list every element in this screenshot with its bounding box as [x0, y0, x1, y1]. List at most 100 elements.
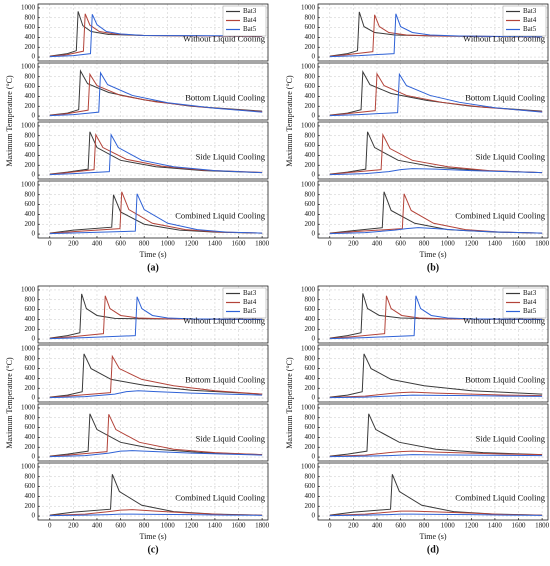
- line: [329, 513, 543, 517]
- y-tick-label: 800: [305, 354, 316, 362]
- x-tick-label: 1400: [208, 522, 223, 530]
- y-tick-label: 600: [305, 423, 316, 431]
- y-tick-label: 400: [305, 151, 316, 159]
- annotation: Combined Liquid Cooling: [455, 210, 545, 220]
- panel-label: (b): [427, 262, 439, 273]
- line: [49, 295, 263, 339]
- x-tick-label: 800: [139, 240, 150, 248]
- y-tick-label: 200: [25, 161, 36, 169]
- y-tick-label: 0: [32, 171, 36, 179]
- y-tick-label: 600: [305, 364, 316, 372]
- x-tick-label: 600: [395, 240, 406, 248]
- line: [329, 14, 543, 57]
- legend-label: Bat4: [243, 298, 257, 306]
- y-tick-label: 200: [305, 102, 316, 110]
- y-tick-label: 400: [25, 210, 36, 218]
- line: [49, 509, 263, 516]
- legend-label: Bat5: [243, 25, 257, 33]
- panel-label: (a): [147, 262, 159, 273]
- x-tick-label: 1400: [208, 240, 223, 248]
- plot-lines: [49, 69, 263, 117]
- legend-label: Bat5: [243, 307, 257, 315]
- line: [329, 454, 543, 458]
- subplot-frame: [317, 121, 549, 180]
- annotation: Without Liquid Cooling: [183, 315, 266, 325]
- x-tick-label: 1000: [441, 240, 456, 248]
- y-tick-label: 800: [25, 190, 36, 198]
- line: [329, 132, 543, 175]
- legend-label: Bat4: [523, 16, 537, 24]
- x-tick-label: 600: [395, 522, 406, 530]
- annotation: Bottom Liquid Cooling: [185, 374, 266, 384]
- y-tick-label: 400: [305, 433, 316, 441]
- subplot-frame: [37, 462, 269, 521]
- y-tick-label: 200: [305, 443, 316, 451]
- x-axis-label: Time (s): [419, 532, 446, 541]
- y-axis-label: Maximum Temperature (°C): [5, 75, 14, 167]
- line: [329, 168, 543, 176]
- line: [329, 13, 543, 58]
- y-tick-label: 600: [25, 82, 36, 90]
- y-tick-label: 800: [25, 413, 36, 421]
- x-tick-label: 200: [68, 522, 79, 530]
- subplot-frame: [317, 3, 549, 62]
- y-tick-label: 200: [25, 102, 36, 110]
- y-tick-label: 0: [312, 335, 316, 343]
- y-tick-label: 200: [25, 384, 36, 392]
- line: [329, 295, 543, 339]
- x-tick-label: 1000: [441, 522, 456, 530]
- y-tick-label: 0: [32, 394, 36, 402]
- line: [329, 72, 543, 117]
- y-tick-label: 400: [305, 33, 316, 41]
- y-tick-label: 400: [305, 315, 316, 323]
- subplot-frame: [37, 285, 269, 344]
- y-tick-label: 1000: [301, 63, 316, 71]
- x-tick-label: 1000: [161, 522, 176, 530]
- y-tick-label: 200: [305, 161, 316, 169]
- y-tick-label: 400: [305, 92, 316, 100]
- annotation: Without Liquid Cooling: [463, 33, 546, 43]
- y-tick-label: 0: [32, 512, 36, 520]
- x-tick-label: 1200: [184, 240, 199, 248]
- x-tick-label: 1200: [464, 240, 479, 248]
- y-tick-label: 600: [305, 23, 316, 31]
- line: [329, 391, 543, 398]
- line: [49, 293, 263, 339]
- y-tick-label: 400: [305, 210, 316, 218]
- line: [329, 413, 543, 457]
- y-tick-label: 200: [25, 43, 36, 51]
- y-tick-label: 0: [312, 230, 316, 238]
- plot-lines: [329, 131, 543, 176]
- subplot-frame: [37, 344, 269, 403]
- plot-lines: [49, 191, 263, 235]
- y-tick-label: 0: [32, 112, 36, 120]
- x-tick-label: 1000: [161, 240, 176, 248]
- subplot-frame: [317, 403, 549, 462]
- annotation: Combined Liquid Cooling: [175, 210, 265, 220]
- y-tick-label: 0: [312, 453, 316, 461]
- y-tick-label: 200: [25, 443, 36, 451]
- subplot-frame: [317, 180, 549, 239]
- line: [49, 414, 263, 457]
- x-tick-label: 0: [48, 240, 52, 248]
- y-axis-label: Maximum Temperature (°C): [285, 75, 294, 167]
- plot-lines: [329, 70, 543, 117]
- line: [49, 133, 263, 176]
- panel-label: (c): [147, 544, 158, 555]
- x-tick-label: 800: [139, 522, 150, 530]
- line: [49, 450, 263, 458]
- annotation: Without Liquid Cooling: [463, 315, 546, 325]
- line: [49, 353, 263, 398]
- y-tick-label: 600: [25, 23, 36, 31]
- line: [49, 413, 263, 457]
- y-tick-label: 1000: [301, 286, 316, 294]
- x-tick-label: 1200: [184, 522, 199, 530]
- plot-lines: [329, 353, 543, 399]
- y-tick-label: 1000: [21, 345, 36, 353]
- y-tick-label: 200: [25, 502, 36, 510]
- y-tick-label: 800: [25, 472, 36, 480]
- y-axis-label: Maximum Temperature (°C): [5, 357, 14, 449]
- y-tick-label: 1000: [301, 181, 316, 189]
- y-tick-label: 0: [312, 112, 316, 120]
- y-tick-label: 800: [25, 295, 36, 303]
